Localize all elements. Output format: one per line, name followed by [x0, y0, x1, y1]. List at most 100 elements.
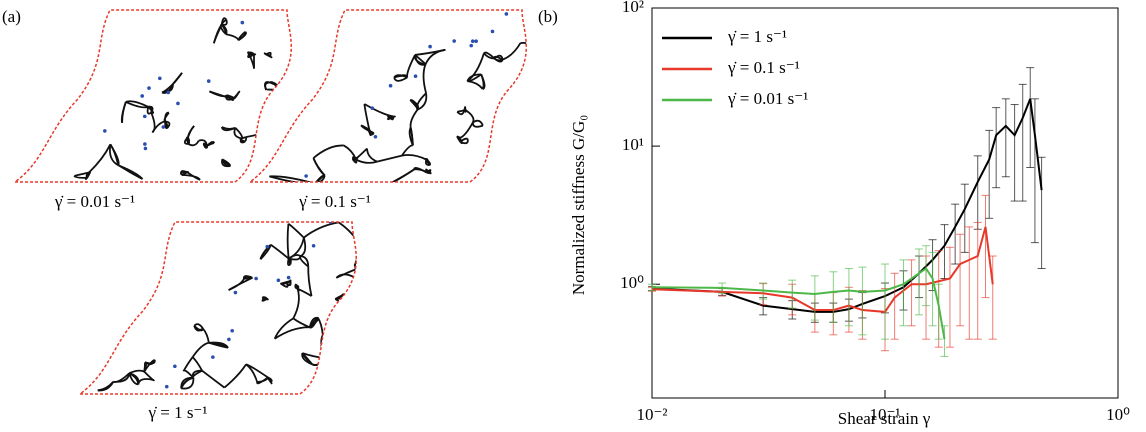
fiber [567, 69, 573, 75]
caption: γ̇ = 0.01 s⁻¹ [54, 192, 135, 211]
fiber [597, 16, 601, 23]
fiber [345, 24, 356, 27]
series-line [651, 267, 946, 340]
error-bar [985, 129, 994, 219]
fiber [345, 320, 350, 330]
error-bar [951, 203, 960, 265]
fiber [264, 296, 269, 301]
fiber [422, 64, 427, 94]
fiber [335, 266, 357, 279]
fiber [558, 17, 563, 23]
crosslink [311, 244, 316, 248]
fiber [287, 258, 291, 266]
fiber [464, 108, 469, 113]
fiber [313, 28, 323, 35]
x-tick-label: 10⁻² [636, 405, 667, 424]
fiber [164, 120, 169, 129]
error-bar [1026, 67, 1035, 168]
fiber [309, 317, 319, 329]
fiber [360, 124, 372, 132]
fiber [345, 24, 356, 27]
fiber [591, 16, 601, 29]
fiber [534, 77, 542, 88]
fiber [245, 363, 259, 383]
fiber [409, 127, 414, 146]
fiber [293, 16, 310, 22]
crosslink [230, 328, 234, 333]
fiber [459, 121, 474, 139]
crosslink [276, 278, 281, 283]
fiber [409, 109, 419, 128]
error-bar [981, 194, 990, 299]
fiber [361, 302, 383, 305]
fiber [538, 77, 544, 80]
fiber [357, 305, 361, 306]
legend-label: γ̇ = 0.01 s⁻¹ [727, 89, 808, 108]
fiber [317, 77, 322, 86]
fiber [541, 71, 544, 77]
fiber [551, 32, 559, 38]
fiber [331, 59, 336, 68]
fiber [534, 88, 538, 99]
fiber [564, 53, 567, 67]
fiber [301, 352, 314, 366]
fiber [270, 113, 277, 134]
error-bar [992, 107, 1001, 189]
fiber [181, 171, 189, 176]
crosslink [413, 74, 418, 78]
fiber [146, 106, 152, 115]
fiber [370, 34, 376, 36]
error-bar [915, 248, 924, 316]
crosslink [328, 222, 333, 224]
fiber [425, 158, 431, 166]
fiber [530, 69, 538, 80]
fiber [370, 31, 376, 35]
error-bar [928, 251, 937, 327]
crosslink [428, 44, 432, 49]
fiber [493, 57, 504, 63]
fiber [203, 144, 208, 149]
fiber [417, 93, 428, 111]
fiber [143, 371, 155, 382]
fiber [542, 71, 545, 77]
fiber [225, 33, 240, 41]
crosslink [474, 39, 478, 43]
fiber [97, 381, 115, 392]
fiber [312, 157, 326, 177]
fiber [356, 17, 366, 24]
fiber [292, 317, 311, 329]
crosslink [490, 29, 495, 34]
fiber [393, 74, 408, 79]
fiber [424, 157, 431, 166]
fiber [413, 167, 428, 174]
fiber [269, 175, 315, 182]
fiber [317, 77, 321, 86]
fiber [483, 51, 496, 60]
series-line [651, 226, 994, 313]
fiber [161, 84, 174, 94]
fiber [565, 67, 573, 69]
fiber [377, 154, 403, 163]
fiber [393, 76, 408, 82]
fiber [228, 277, 253, 291]
fiber [284, 72, 292, 84]
fiber [565, 67, 573, 69]
fiber [314, 175, 326, 182]
fiber [401, 253, 404, 257]
legend-label: γ̇ = 0.1 s⁻¹ [727, 58, 800, 77]
crosslink [388, 83, 393, 88]
fiber [413, 54, 426, 66]
fiber [297, 287, 313, 297]
fiber [237, 31, 246, 41]
fiber [423, 235, 459, 237]
fiber [416, 92, 427, 111]
network [269, 12, 601, 182]
crosslink [176, 101, 180, 106]
fiber [591, 22, 599, 29]
fiber [423, 237, 427, 246]
fiber [355, 303, 357, 309]
fiber [362, 262, 370, 267]
fiber [269, 113, 277, 135]
fiber [472, 119, 484, 127]
fiber [421, 237, 427, 246]
